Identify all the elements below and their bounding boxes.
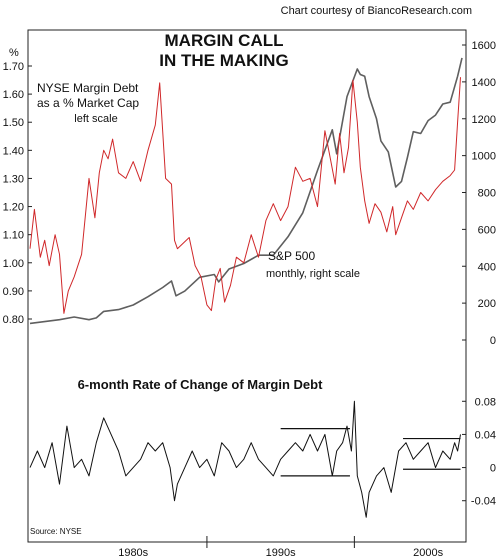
left-tick-label: 1.60	[3, 89, 24, 101]
chart-title-line-2: IN THE MAKING	[159, 51, 288, 70]
x-tick-label: 1980s	[118, 547, 148, 558]
roc-tick-label: 0.04	[475, 429, 496, 441]
left-tick-label: 1.00	[3, 258, 24, 270]
series-layer	[29, 57, 463, 518]
right-tick-label: 400	[478, 261, 496, 273]
left-axis-ticks: 0.80 0.90 1.00 1.10 1.20 1.30 1.40 1.50 1.60 1.70	[3, 61, 32, 326]
reference-lines	[280, 428, 461, 477]
right-tick-label: 1400	[472, 77, 496, 89]
sp500-annotation: S&P 500	[268, 249, 315, 263]
chart-title-line-1: MARGIN CALL	[165, 31, 284, 50]
right-axis-ticks: 0 200 400 600 800 1000 1200 1400 1600	[462, 40, 496, 347]
right-tick-label: 1000	[472, 151, 496, 163]
right-tick-label: 800	[478, 188, 496, 200]
right-tick-label: 1200	[472, 114, 496, 126]
roc-line	[29, 400, 461, 518]
left-tick-label: 1.20	[3, 202, 24, 214]
right-tick-label: 200	[478, 298, 496, 310]
roc-axis-ticks: -0.04 0 0.04 0.08	[462, 396, 496, 508]
right-tick-label: 600	[478, 224, 496, 236]
x-tick-marks: 1980s 1990s 2000s	[118, 536, 444, 558]
roc-tick-label: 0	[490, 463, 496, 475]
left-tick-label: 0.80	[3, 314, 24, 326]
x-tick-label: 2000s	[413, 547, 443, 558]
roc-tick-label: -0.04	[471, 496, 496, 508]
left-tick-label: 1.10	[3, 230, 24, 242]
right-tick-label: 1600	[472, 40, 496, 52]
chart-credit: Chart courtesy of BiancoResearch.com	[281, 5, 472, 17]
left-tick-label: 1.50	[3, 117, 24, 129]
margin-debt-line	[29, 77, 461, 314]
roc-title: 6-month Rate of Change of Margin Debt	[78, 377, 324, 392]
left-axis-unit: %	[9, 47, 19, 59]
margin-series-label: NYSE Margin Debt as a % Market Cap	[37, 81, 139, 110]
left-tick-label: 1.40	[3, 145, 24, 157]
source-note: Source: NYSE	[30, 527, 82, 536]
left-tick-label: 1.30	[3, 173, 24, 185]
sp500-annotation-note: monthly, right scale	[266, 268, 360, 280]
left-tick-label: 1.70	[3, 61, 24, 73]
margin-series-note: left scale	[74, 113, 117, 125]
sp500-line	[29, 57, 463, 325]
x-tick-label: 1990s	[266, 547, 296, 558]
right-tick-label: 0	[490, 335, 496, 347]
roc-tick-label: 0.08	[475, 396, 496, 408]
left-tick-label: 0.90	[3, 286, 24, 298]
